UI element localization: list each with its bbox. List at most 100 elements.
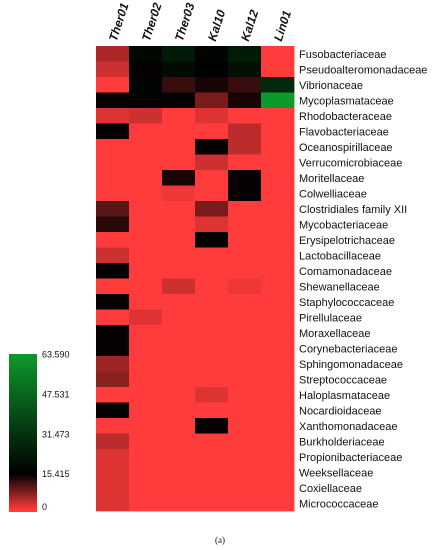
heatmap-cell [228,402,262,419]
heatmap-cell [261,356,295,372]
column-label: Ther02 [139,1,165,43]
heatmap-cell [96,232,130,248]
heatmap-cell [195,309,229,326]
heatmap-cell [228,294,262,310]
heatmap-cell [162,123,196,140]
heatmap-cell [228,247,262,264]
heatmap-cell [96,340,130,357]
heatmap-cell [162,356,196,372]
heatmap-cell [129,185,163,202]
heatmap-cell [96,185,130,202]
heatmap-cell [261,139,295,155]
heatmap-cell [228,309,262,326]
heatmap-cell [195,216,229,233]
heatmap-cell [129,139,163,155]
heatmap-cell [195,92,229,109]
heatmap-cell [96,46,130,62]
heatmap-cell [261,402,295,419]
heatmap-cell [195,294,229,310]
heatmap-cell [96,123,130,140]
heatmap-cell [162,263,196,279]
heatmap-cell [162,170,196,186]
heatmap-cell [195,77,229,93]
heatmap-cell [162,449,196,465]
heatmap-cell [195,263,229,279]
heatmap-cell [162,139,196,155]
row-label: Staphylococcaceae [299,297,394,309]
heatmap-cell [162,216,196,233]
heatmap-cell [261,232,295,248]
heatmap-cell [162,294,196,310]
heatmap-cell [96,139,130,155]
heatmap-cell [195,232,229,248]
heatmap-cell [195,154,229,171]
legend-tick-label: 15.415 [42,469,70,479]
heatmap-cell [195,449,229,465]
heatmap-cell [261,201,295,217]
heatmap-cell [195,123,229,140]
heatmap-cell [129,263,163,279]
legend-tick-labels: 63.590 47.531 31.473 15.415 0 [42,350,70,513]
row-label: Weeksellaceae [299,467,373,479]
row-label: Shewanellaceae [299,281,380,293]
row-label: Colwelliaceae [299,188,367,200]
column-label: Lin01 [271,8,294,42]
heatmap-cell [228,139,262,155]
heatmap-cell [96,371,130,388]
heatmap-cell [261,278,295,295]
heatmap-cell [261,185,295,202]
heatmap-cell [261,325,295,341]
row-label: Mycoplasmataceae [299,95,394,107]
heatmap-cell [162,480,196,496]
heatmap-cell [195,170,229,186]
heatmap-cell [129,418,163,434]
heatmap-cell [261,46,295,62]
heatmap-cell [129,92,163,109]
heatmap-cell [228,371,262,388]
heatmap-cell [195,247,229,264]
heatmap-cell [162,495,196,512]
heatmap-cell [129,247,163,264]
legend-tick-label: 31.473 [42,429,70,439]
heatmap-cell [228,123,262,140]
legend-tick-label: 47.531 [42,389,70,399]
heatmap-cell [195,61,229,78]
heatmap-cell [228,232,262,248]
heatmap-cell [195,418,229,434]
row-label: Vibrionaceae [299,80,363,92]
heatmap-cell [261,433,295,450]
heatmap-cell [195,185,229,202]
heatmap-cell [96,495,130,512]
heatmap-cell [195,325,229,341]
heatmap-cell [162,201,196,217]
row-label: Propionibacteriaceae [299,452,402,464]
heatmap-cell [228,480,262,496]
heatmap-cell [261,263,295,279]
legend-color-bar [9,354,37,512]
row-label: Micrococcaceae [299,498,378,510]
row-label: Xanthomonadaceae [299,421,397,433]
heatmap-cell [129,232,163,248]
heatmap-cell [261,92,295,109]
heatmap-cell [228,46,262,62]
row-label: Haloplasmataceae [299,390,390,402]
heatmap-cell [129,278,163,295]
row-label: Verrucomicrobiaceae [299,157,402,169]
heatmap-cell [195,340,229,357]
heatmap-cell [228,263,262,279]
heatmap-cell [228,170,262,186]
heatmap-cell [129,371,163,388]
heatmap-cell [195,201,229,217]
legend-tick-label: 63.590 [42,350,70,360]
heatmap-cell [261,309,295,326]
heatmap-cell [261,170,295,186]
heatmap-cell [129,123,163,140]
heatmap-cell [162,232,196,248]
heatmap-cell [162,309,196,326]
heatmap-cell [129,77,163,93]
heatmap-cell [129,61,163,78]
heatmap-cell [129,449,163,465]
heatmap-cell [129,387,163,403]
heatmap-cell [195,139,229,155]
heatmap-cell [162,46,196,62]
